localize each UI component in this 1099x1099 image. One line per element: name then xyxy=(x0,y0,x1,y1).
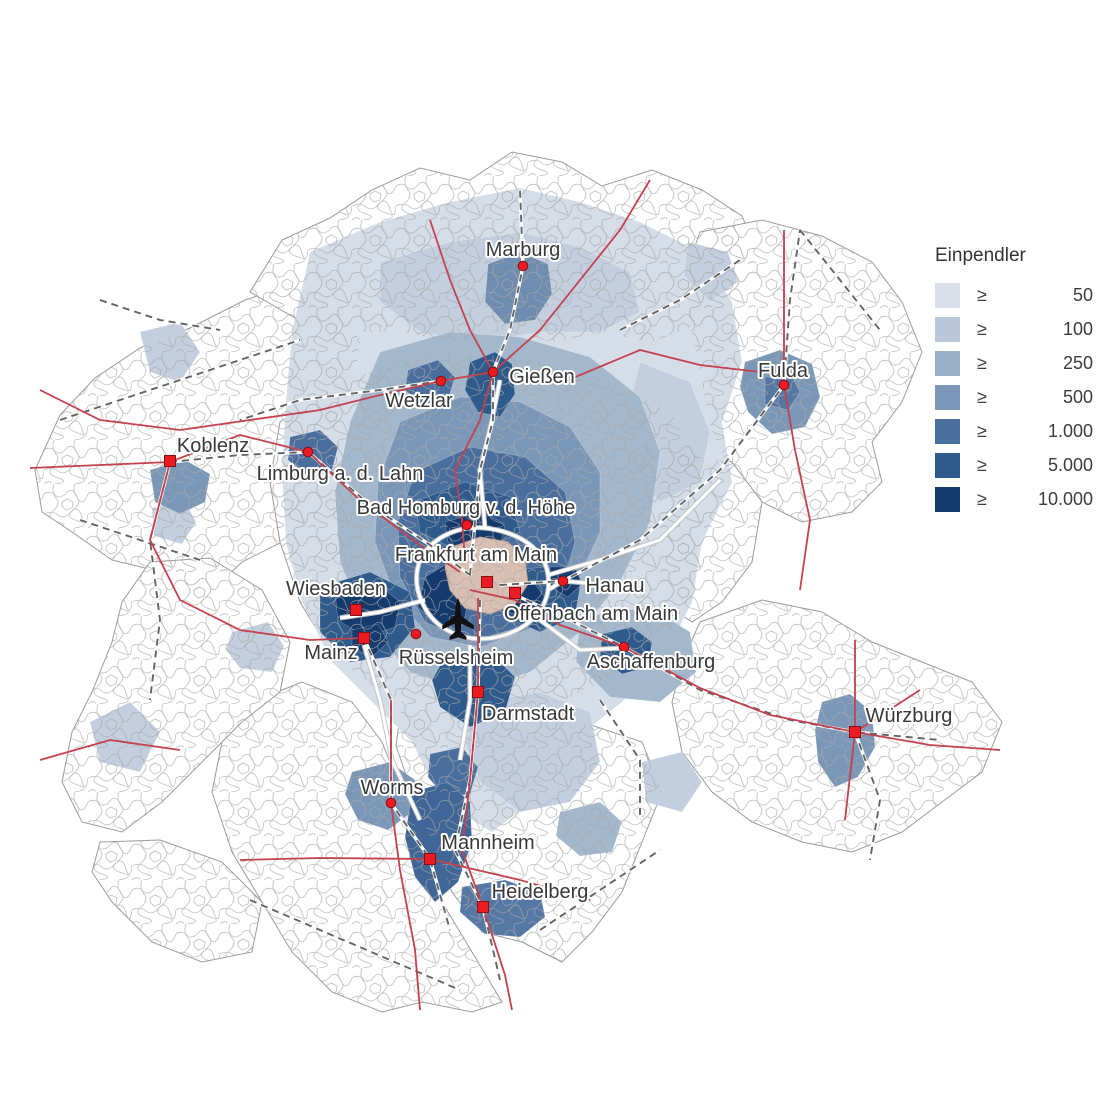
marker-giessen xyxy=(487,366,499,378)
legend-swatch-5000 xyxy=(935,452,960,478)
legend-row: ≥ 5.000 xyxy=(935,452,1093,478)
legend-operator: ≥ xyxy=(977,318,987,339)
marker-offenbach xyxy=(509,587,521,599)
legend-operator: ≥ xyxy=(977,284,987,305)
city-markers xyxy=(164,260,861,913)
city-label-mainz: Mainz xyxy=(304,642,357,664)
marker-mainz xyxy=(358,632,370,644)
marker-frankfurt xyxy=(481,576,493,588)
city-label-wiesbaden: Wiesbaden xyxy=(286,578,386,600)
marker-wetzlar xyxy=(435,375,447,387)
marker-wuerzburg xyxy=(849,726,861,738)
city-label-koblenz: Koblenz xyxy=(177,435,249,457)
city-labels: Marburg Wetzlar Gießen Fulda Koblenz Lim… xyxy=(175,237,954,905)
city-label-heidelberg: Heidelberg xyxy=(492,881,589,903)
legend-title: Einpendler xyxy=(935,245,1026,266)
legend-row: ≥ 50 xyxy=(935,282,1093,308)
legend-row: ≥ 10.000 xyxy=(935,486,1093,512)
city-label-fulda: Fulda xyxy=(758,360,809,382)
legend-value: 5.000 xyxy=(1047,454,1093,475)
legend-swatch-100 xyxy=(935,316,960,342)
legend-row: ≥ 500 xyxy=(935,384,1093,410)
legend-row: ≥ 100 xyxy=(935,316,1093,342)
marker-darmstadt xyxy=(472,686,484,698)
legend-operator: ≥ xyxy=(977,454,987,475)
marker-ruesselsheim xyxy=(410,628,422,640)
marker-marburg xyxy=(517,260,529,272)
legend-swatch-1000 xyxy=(935,418,960,444)
city-label-wuerzburg: Würzburg xyxy=(866,705,953,727)
legend: Einpendler ≥ 50 ≥ 100 ≥ 250 ≥ 500 ≥ 1.00… xyxy=(935,245,1093,520)
city-label-aschaffenburg: Aschaffenburg xyxy=(587,651,716,673)
legend-value: 250 xyxy=(1062,352,1093,373)
legend-swatch-500 xyxy=(935,384,960,410)
city-label-hanau: Hanau xyxy=(586,575,645,597)
airplane-icon xyxy=(442,597,474,640)
city-label-giessen: Gießen xyxy=(509,366,575,388)
legend-value: 500 xyxy=(1062,386,1093,407)
legend-value: 100 xyxy=(1062,318,1093,339)
marker-wiesbaden xyxy=(350,604,362,616)
legend-row: ≥ 250 xyxy=(935,350,1093,376)
marker-aschaffenburg xyxy=(618,641,630,653)
legend-operator: ≥ xyxy=(977,488,987,509)
legend-swatch-250 xyxy=(935,350,960,376)
legend-value: 10.000 xyxy=(1037,488,1093,509)
legend-value: 1.000 xyxy=(1047,420,1093,441)
city-label-mannheim: Mannheim xyxy=(441,832,534,854)
marker-hanau xyxy=(557,575,569,587)
legend-swatch-10000 xyxy=(935,486,960,512)
city-label-frankfurt: Frankfurt am Main xyxy=(395,544,557,566)
city-label-marburg: Marburg xyxy=(486,239,560,261)
marker-koblenz xyxy=(164,455,176,467)
marker-heidelberg xyxy=(477,901,489,913)
legend-swatch-50 xyxy=(935,282,960,308)
city-label-offenbach: Offenbach am Main xyxy=(504,603,678,625)
legend-row: ≥ 1.000 xyxy=(935,418,1093,444)
city-label-worms: Worms xyxy=(361,777,424,799)
legend-operator: ≥ xyxy=(977,386,987,407)
marker-limburg xyxy=(302,446,314,458)
marker-fulda xyxy=(778,379,790,391)
city-label-darmstadt: Darmstadt xyxy=(482,703,575,725)
city-label-limburg: Limburg a. d. Lahn xyxy=(257,463,424,485)
legend-operator: ≥ xyxy=(977,420,987,441)
legend-operator: ≥ xyxy=(977,352,987,373)
marker-mannheim xyxy=(424,853,436,865)
marker-bad-homburg xyxy=(461,519,473,531)
city-label-ruesselsheim: Rüsselsheim xyxy=(399,647,513,669)
city-label-wetzlar: Wetzlar xyxy=(385,390,453,412)
marker-worms xyxy=(385,797,397,809)
city-label-bad-homburg: Bad Homburg v. d. Höhe xyxy=(357,497,576,519)
legend-value: 50 xyxy=(1072,284,1093,305)
